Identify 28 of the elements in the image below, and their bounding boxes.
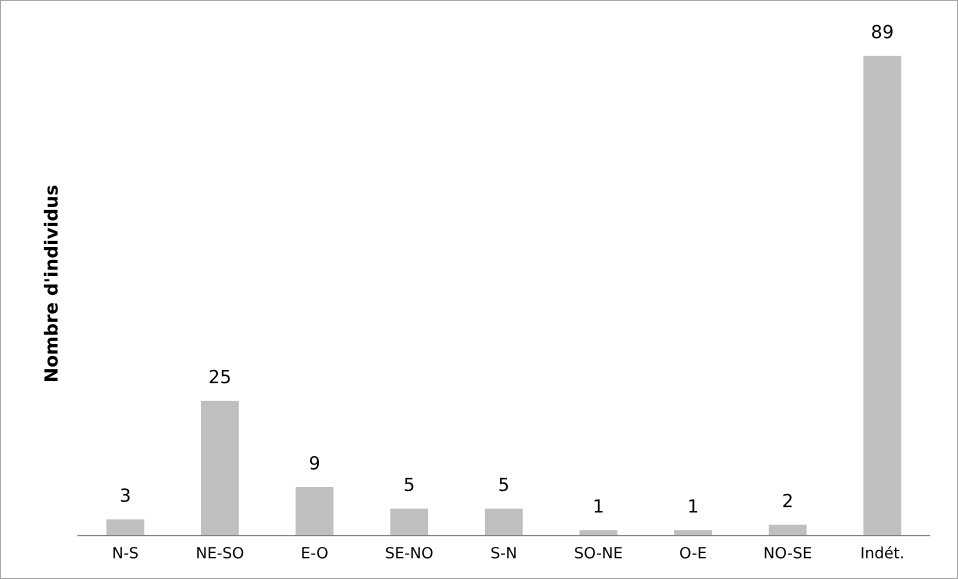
x-tick-label: SO-NE: [575, 546, 622, 559]
bar: [484, 508, 523, 536]
bar: [201, 400, 239, 536]
x-tick-label: O-E: [680, 546, 706, 559]
data-label: 3: [120, 488, 130, 502]
x-tick-label: SE-NO: [386, 546, 432, 559]
x-tick-label: NO-SE: [764, 546, 812, 559]
data-label: 25: [210, 370, 230, 384]
bar: [390, 508, 428, 536]
data-label: 5: [499, 478, 508, 492]
data-label: 89: [872, 24, 893, 38]
data-label: 1: [594, 499, 603, 513]
data-label: 2: [783, 494, 792, 508]
bar: [674, 530, 712, 536]
bar: [296, 487, 334, 536]
bar: [768, 524, 807, 536]
x-tick-label: N-S: [113, 546, 138, 559]
y-axis-title: Nombre d'individus: [44, 186, 58, 381]
bar: [580, 530, 618, 536]
x-tick-label: E-O: [302, 546, 328, 559]
data-label: 5: [404, 478, 414, 492]
bar: [106, 519, 144, 536]
bar: [863, 56, 902, 536]
data-label: 1: [689, 499, 698, 513]
x-tick-label: Indét.: [862, 546, 903, 559]
data-label: 9: [310, 456, 320, 470]
x-tick-label: NE-SO: [197, 546, 244, 559]
x-tick-label: S-N: [492, 546, 516, 559]
